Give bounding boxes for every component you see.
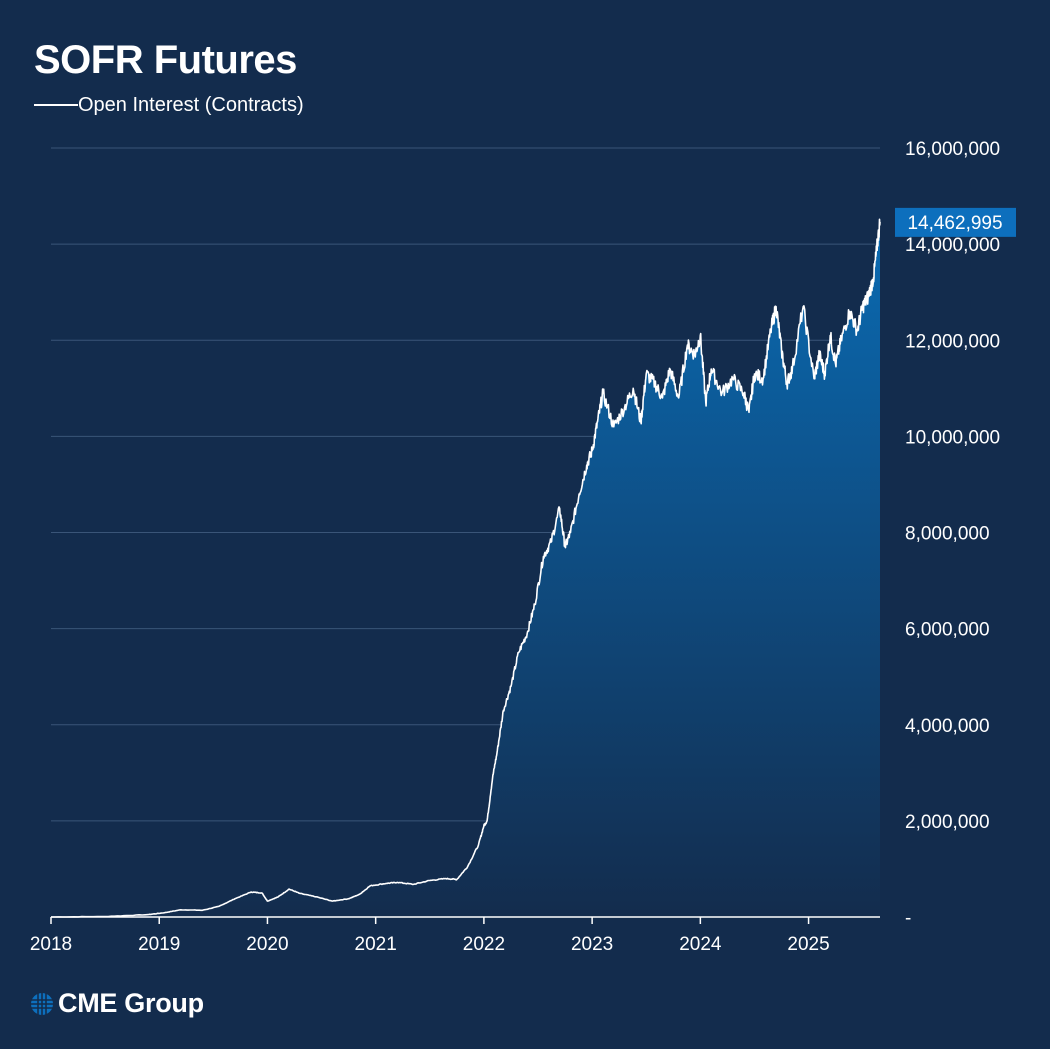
last-value-label: 14,462,995 (907, 213, 1002, 234)
y-tick-label: 4,000,000 (905, 716, 990, 737)
y-tick-label: 8,000,000 (905, 524, 990, 545)
x-axis (50, 916, 880, 924)
series-line (51, 218, 881, 918)
y-tick-label: 2,000,000 (905, 812, 990, 833)
cme-group-logo: CME Group (30, 988, 204, 1019)
series-line-path (51, 218, 881, 918)
x-tick-label: 2021 (355, 934, 397, 955)
legend-line-swatch (34, 104, 78, 106)
area-fill (51, 219, 880, 918)
x-tick-label: 2023 (571, 934, 613, 955)
y-axis-ticks: - 2,000,000 4,000,000 6,000,000 8,000,000 10,… (905, 139, 1000, 929)
y-tick-label: 16,000,000 (905, 139, 1000, 160)
x-tick-label: 2022 (463, 934, 505, 955)
x-tick-label: 2024 (679, 934, 722, 955)
logo-text: CME Group (58, 988, 204, 1018)
y-tick-label: 12,000,000 (905, 331, 1000, 352)
last-value-badge: 14,462,995 (895, 207, 1016, 237)
series-area (51, 219, 880, 918)
x-axis-ticks: 2018 2019 2020 2021 2022 2023 2024 2025 (30, 934, 830, 955)
x-tick-label: 2020 (246, 934, 288, 955)
y-tick-label: 6,000,000 (905, 620, 990, 641)
y-tick-label: - (905, 908, 911, 929)
legend-label: Open Interest (Contracts) (78, 94, 304, 116)
x-tick-label: 2025 (787, 934, 829, 955)
chart-legend: Open Interest (Contracts) (34, 93, 304, 117)
y-tick-label: 14,000,000 (905, 235, 1000, 256)
globe-icon (31, 992, 53, 1015)
x-tick-label: 2018 (30, 934, 72, 955)
y-tick-label: 10,000,000 (905, 427, 1000, 448)
chart-title: SOFR Futures (34, 38, 297, 82)
last-value-badge-bg (895, 207, 1016, 237)
x-tick-label: 2019 (138, 934, 180, 955)
